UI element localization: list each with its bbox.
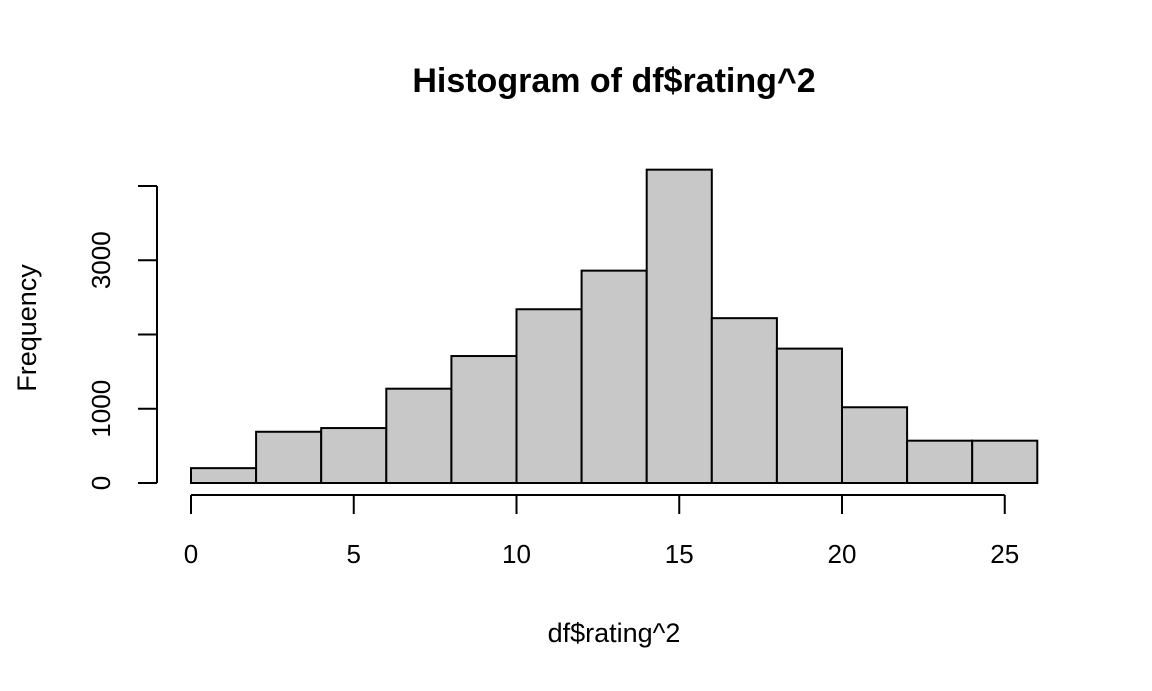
x-axis: 0 5 10 15 20 25	[184, 494, 1019, 569]
histogram-bar-8	[710, 317, 778, 485]
x-tick-label-5: 25	[990, 539, 1019, 569]
histogram-bar-1	[255, 430, 323, 484]
histogram-bar-2	[320, 427, 388, 484]
histogram-bar-7	[645, 168, 713, 484]
x-tick-label-3: 15	[665, 539, 694, 569]
histogram-bar-3	[385, 387, 453, 485]
histogram-bar-12	[971, 439, 1039, 484]
y-axis-label: Frequency	[12, 264, 42, 392]
x-tick-label-1: 5	[347, 539, 361, 569]
x-tick-label-0: 0	[184, 539, 198, 569]
chart-title: Histogram of df$rating^2	[412, 62, 815, 100]
y-tick-label-1: 1000	[86, 380, 116, 438]
y-tick-label-0: 0	[86, 476, 116, 490]
histogram-bar-5	[515, 308, 583, 484]
histogram-bar-11	[906, 439, 974, 484]
histogram-bar-6	[580, 269, 648, 484]
histogram-bar-9	[775, 347, 844, 485]
y-tick-label-3: 3000	[86, 231, 116, 289]
x-axis-label: df$rating^2	[548, 618, 681, 648]
histogram-bar-10	[841, 406, 909, 485]
x-tick-label-4: 20	[828, 539, 857, 569]
histogram-bar-0	[190, 467, 258, 484]
bars-group	[190, 168, 1039, 485]
histogram-bar-4	[450, 355, 518, 484]
y-axis: 0 1000 3000	[86, 185, 158, 490]
x-tick-label-2: 10	[502, 539, 531, 569]
